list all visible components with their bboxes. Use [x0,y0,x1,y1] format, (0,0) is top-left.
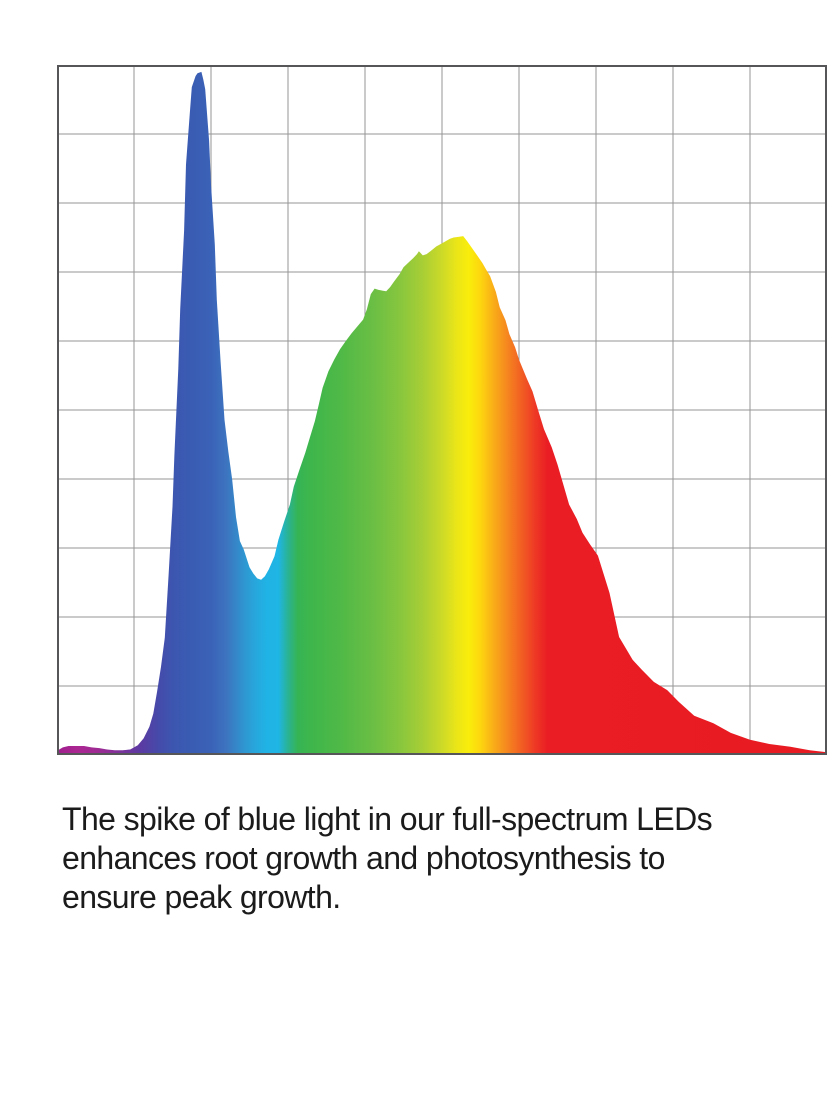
chart [57,65,827,755]
caption: The spike of blue light in our full-spec… [62,800,802,917]
spectrum-chart [57,65,827,755]
caption-line: ensure peak growth. [62,879,341,915]
caption-line: The spike of blue light in our full-spec… [62,801,713,837]
spectrum-area [57,71,827,755]
caption-line: enhances root growth and photosynthesis … [62,840,665,876]
plot-border [57,65,827,755]
